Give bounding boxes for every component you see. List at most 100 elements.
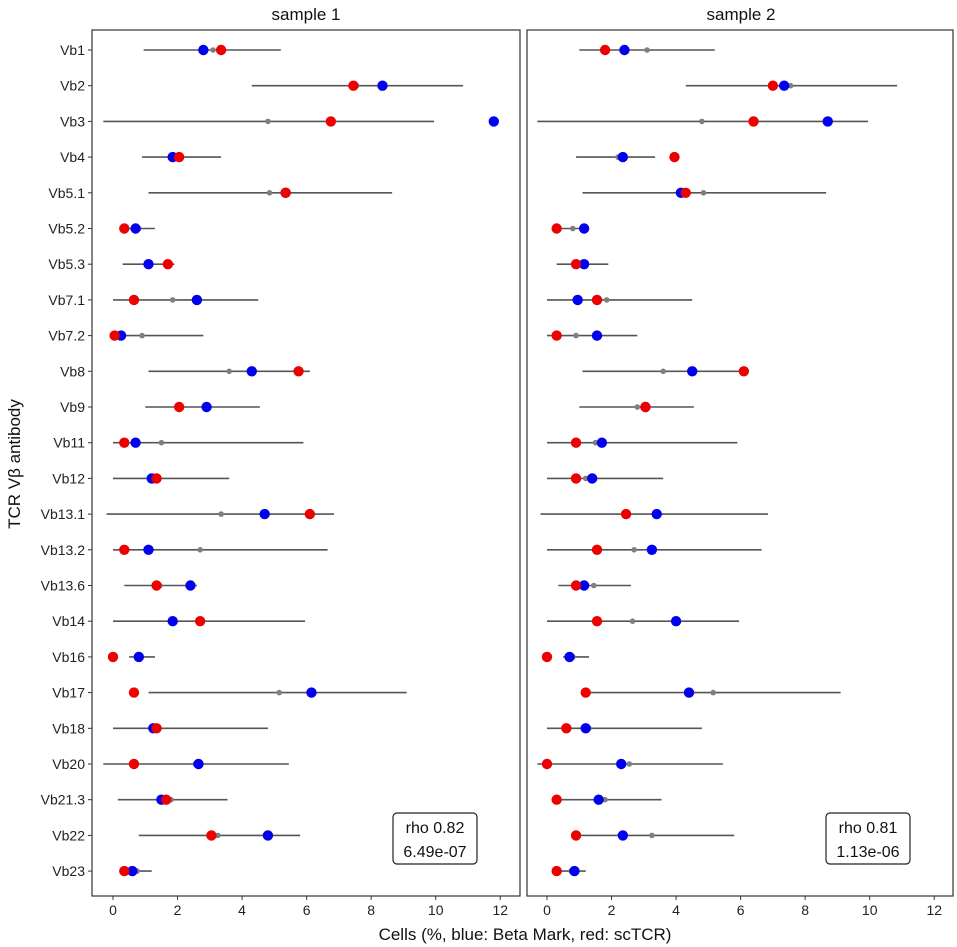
x-tick-label: 12 <box>926 902 942 918</box>
beta-mark-point-Vb23 <box>127 865 138 877</box>
beta-mark-point-Vb20 <box>616 758 627 770</box>
sctcr-point-Vb5.3 <box>570 259 582 270</box>
sctcr-point-Vb3 <box>325 116 337 127</box>
median-point-Vb13.2 <box>631 547 637 553</box>
median-point-Vb20 <box>626 761 633 767</box>
rho-value: rho 0.81 <box>839 820 898 837</box>
beta-mark-point-Vb13.2 <box>143 544 154 555</box>
sctcr-point-Vb5.1 <box>680 187 691 198</box>
median-point-Vb7.1 <box>603 297 610 303</box>
sctcr-point-Vb7.1 <box>591 294 603 306</box>
beta-mark-point-Vb5.3 <box>143 259 154 270</box>
y-axis-title: TCR Vβ antibody <box>5 399 24 529</box>
y-tick-label: Vb22 <box>52 827 85 843</box>
x-tick-label: 4 <box>672 902 680 918</box>
median-point-Vb14 <box>629 618 636 624</box>
beta-mark-point-Vb5.3 <box>578 259 590 270</box>
x-tick-label: 10 <box>428 902 444 918</box>
beta-mark-point-Vb1 <box>619 44 630 56</box>
sctcr-point-Vb18 <box>151 723 162 734</box>
x-tick-label: 10 <box>862 902 878 918</box>
median-point-Vb22 <box>649 832 655 839</box>
sctcr-point-Vb14 <box>591 616 603 627</box>
sctcr-point-Vb23 <box>119 865 130 877</box>
p-value: 1.13e-06 <box>836 844 899 861</box>
y-tick-label: Vb17 <box>52 685 85 701</box>
beta-mark-point-Vb13.6 <box>578 580 590 591</box>
sctcr-point-Vb9 <box>173 401 185 413</box>
y-tick-label: Vb9 <box>60 399 85 415</box>
median-point-Vb12 <box>582 475 589 482</box>
beta-mark-point-Vb13.6 <box>185 580 196 591</box>
sctcr-point-Vb18 <box>561 723 572 734</box>
sctcr-point-Vb1 <box>599 44 611 56</box>
x-tick-label: 2 <box>174 902 182 918</box>
sctcr-point-Vb8 <box>293 366 304 377</box>
y-tick-label: Vb7.1 <box>48 292 85 308</box>
y-tick-label: Vb20 <box>52 756 85 772</box>
beta-mark-point-Vb22 <box>617 830 629 841</box>
median-point-Vb11 <box>592 439 599 446</box>
stats-box <box>825 812 911 865</box>
beta-mark-point-Vb20 <box>193 758 204 770</box>
beta-mark-point-Vb9 <box>201 401 212 413</box>
y-tick-label: Vb14 <box>52 613 85 629</box>
x-tick-label: 6 <box>303 902 311 918</box>
stats-box <box>392 812 478 865</box>
y-tick-label: Vb16 <box>52 649 85 665</box>
median-point-Vb11 <box>158 439 165 446</box>
sctcr-point-Vb13.6 <box>570 580 582 591</box>
rho-value: rho 0.82 <box>406 820 465 837</box>
median-point-Vb13.2 <box>197 547 203 553</box>
y-tick-label: Vb18 <box>52 720 85 736</box>
median-point-Vb7.1 <box>169 297 176 303</box>
sctcr-point-Vb11 <box>570 437 582 448</box>
sctcr-point-Vb21.3 <box>161 794 172 805</box>
median-point-Vb13.1 <box>218 511 224 517</box>
sctcr-point-Vb4 <box>669 151 680 163</box>
x-tick-label: 4 <box>238 902 246 918</box>
sctcr-point-Vb2 <box>348 80 359 91</box>
x-tick-label: 8 <box>367 902 375 918</box>
sctcr-point-Vb13.1 <box>304 508 316 520</box>
y-tick-label: Vb5.3 <box>48 256 85 272</box>
sctcr-point-Vb22 <box>570 830 582 841</box>
x-tick-label: 0 <box>543 902 551 918</box>
beta-mark-point-Vb16 <box>133 651 145 663</box>
median-point-Vb13.6 <box>590 582 597 589</box>
beta-mark-point-Vb13.2 <box>646 544 658 555</box>
median-point-Vb5.1 <box>700 190 707 196</box>
y-tick-label: Vb3 <box>60 113 85 129</box>
sctcr-point-Vb13.2 <box>119 544 130 555</box>
panel-frame <box>91 29 521 897</box>
median-point-Vb3 <box>265 118 271 125</box>
sctcr-point-Vb7.2 <box>109 330 120 341</box>
beta-mark-point-Vb12 <box>586 473 598 484</box>
sctcr-point-Vb16 <box>541 651 553 663</box>
x-tick-label: 0 <box>109 902 117 918</box>
y-tick-label: Vb12 <box>52 470 85 486</box>
y-tick-label: Vb21.3 <box>41 792 86 808</box>
median-point-Vb5.2 <box>570 225 576 232</box>
y-tick-label: Vb8 <box>60 363 85 379</box>
panel-frame <box>526 29 954 897</box>
sctcr-point-Vb8 <box>738 366 750 377</box>
panel-marks <box>103 44 499 877</box>
median-point-Vb21.3 <box>602 796 608 803</box>
y-tick-label: Vb13.2 <box>41 542 86 558</box>
beta-mark-point-Vb17 <box>306 687 317 698</box>
beta-mark-point-Vb7.2 <box>591 330 603 341</box>
y-axis: Vb1 Vb2 Vb3 Vb4 Vb5.1 Vb5.2 Vb5.3 Vb7.1 Vb7.2 Vb8… <box>41 42 92 879</box>
beta-mark-point-Vb4 <box>617 151 629 163</box>
beta-mark-point-Vb3 <box>488 116 499 127</box>
median-point-Vb5.1 <box>266 190 273 196</box>
y-tick-label: Vb2 <box>60 78 85 94</box>
panel-sample-2: sample 2 0 2 4 6 8 10 12 rho 0.81 1.13e-06 <box>526 5 954 918</box>
median-point-Vb8 <box>660 368 666 375</box>
median-point-Vb17 <box>710 689 716 696</box>
sctcr-point-Vb20 <box>128 758 140 770</box>
y-tick-label: Vb4 <box>60 149 85 165</box>
beta-mark-point-Vb18 <box>580 723 591 734</box>
sctcr-point-Vb22 <box>206 830 217 841</box>
beta-mark-point-Vb13.1 <box>651 508 662 520</box>
